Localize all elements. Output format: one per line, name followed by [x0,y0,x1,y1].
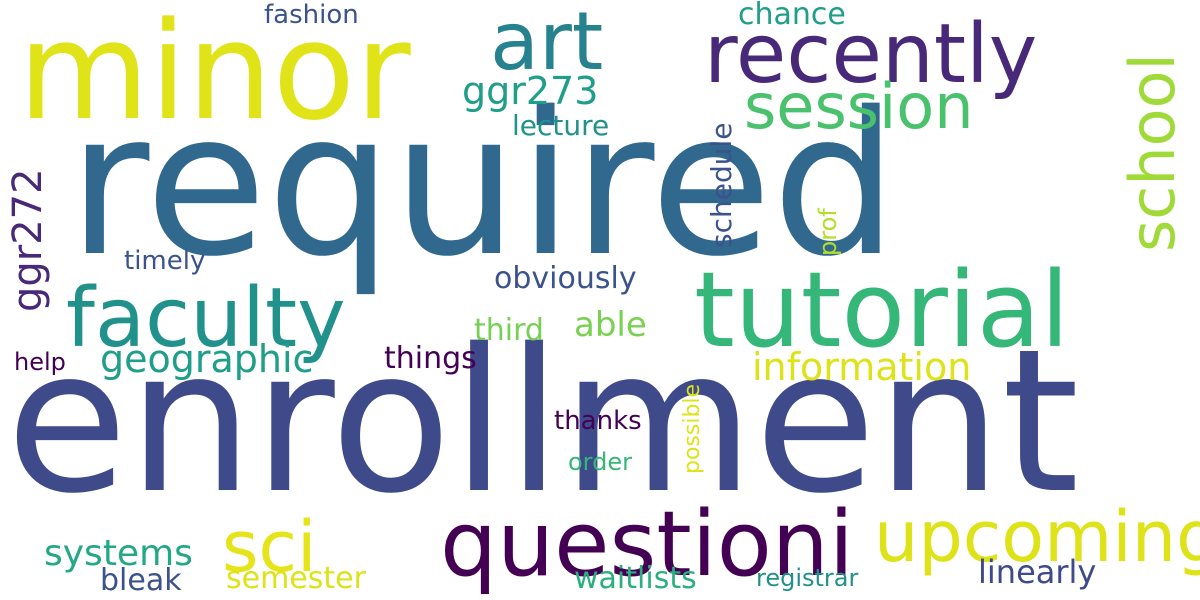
word-timely: timely [124,246,206,276]
word-session: session [744,70,974,143]
word-schedule: schedule [705,122,738,248]
word-thanks: thanks [554,406,642,436]
word-required: required [68,69,898,300]
word-bleak: bleak [100,563,182,598]
word-enrollment: enrollment [6,306,1080,537]
word-prof: prof [814,208,842,256]
word-recently: recently [704,7,1038,102]
word-art: art [490,0,604,88]
word-semester: semester [226,561,366,596]
word-obviously: obviously [494,261,637,296]
word-lecture: lecture [512,109,610,142]
word-geographic: geographic [100,337,314,381]
word-help: help [14,348,66,376]
word-school: school [1116,53,1189,252]
word-third: third [474,313,544,348]
word-tutorial: tutorial [694,249,1070,371]
word-things: things [384,341,477,376]
word-possible: possible [680,383,705,474]
word-ggr272: ggr272 [5,168,51,312]
word-registrar: registrar [756,564,859,592]
word-chance: chance [738,0,846,32]
word-fashion: fashion [264,0,359,30]
word-systems: systems [44,533,193,574]
word-questioni: questioni [440,492,854,597]
word-order: order [568,448,632,476]
word-upcoming: upcoming [874,496,1200,578]
word-minor: minor [18,0,411,150]
word-linearly: linearly [978,553,1097,591]
word-faculty: faculty [66,271,346,366]
word-waitlists: waitlists [574,561,697,596]
word-able: able [574,305,647,345]
word-information: information [752,345,972,389]
word-sci: sci [222,506,317,588]
word-ggr273: ggr273 [462,69,599,113]
